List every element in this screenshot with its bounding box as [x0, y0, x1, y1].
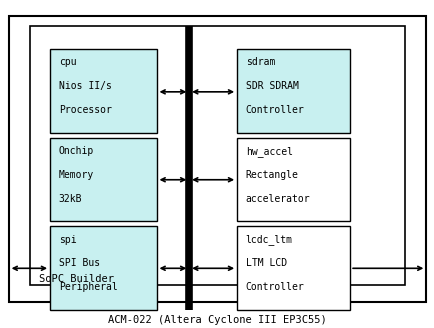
Bar [237, 49, 349, 133]
Bar [237, 226, 349, 310]
Text: Rectangle: Rectangle [245, 170, 298, 180]
Text: accelerator: accelerator [245, 194, 310, 204]
Text: Memory: Memory [59, 170, 94, 180]
Text: hw_accel: hw_accel [245, 146, 292, 157]
Text: Controller: Controller [245, 105, 304, 115]
Bar [237, 138, 349, 221]
Text: SPI Bus: SPI Bus [59, 258, 100, 268]
Text: 32kB: 32kB [59, 194, 82, 204]
Text: Controller: Controller [245, 282, 304, 292]
Text: sdram: sdram [245, 57, 275, 67]
Text: ACM-022 (Altera Cyclone III EP3C55): ACM-022 (Altera Cyclone III EP3C55) [108, 315, 326, 325]
Text: cpu: cpu [59, 57, 76, 67]
Text: lcdc_ltm: lcdc_ltm [245, 235, 292, 245]
Bar [50, 49, 156, 133]
Text: Processor: Processor [59, 105, 112, 115]
Text: Nios II/s: Nios II/s [59, 81, 112, 91]
Text: SoPC Builder: SoPC Builder [39, 274, 114, 284]
Text: Peripheral: Peripheral [59, 282, 117, 292]
Bar [9, 16, 425, 302]
Bar [50, 226, 156, 310]
Text: spi: spi [59, 235, 76, 244]
Text: Onchip: Onchip [59, 146, 94, 156]
Bar [50, 138, 156, 221]
Text: LTM LCD: LTM LCD [245, 258, 286, 268]
Text: SDR SDRAM: SDR SDRAM [245, 81, 298, 91]
Bar [30, 26, 404, 285]
